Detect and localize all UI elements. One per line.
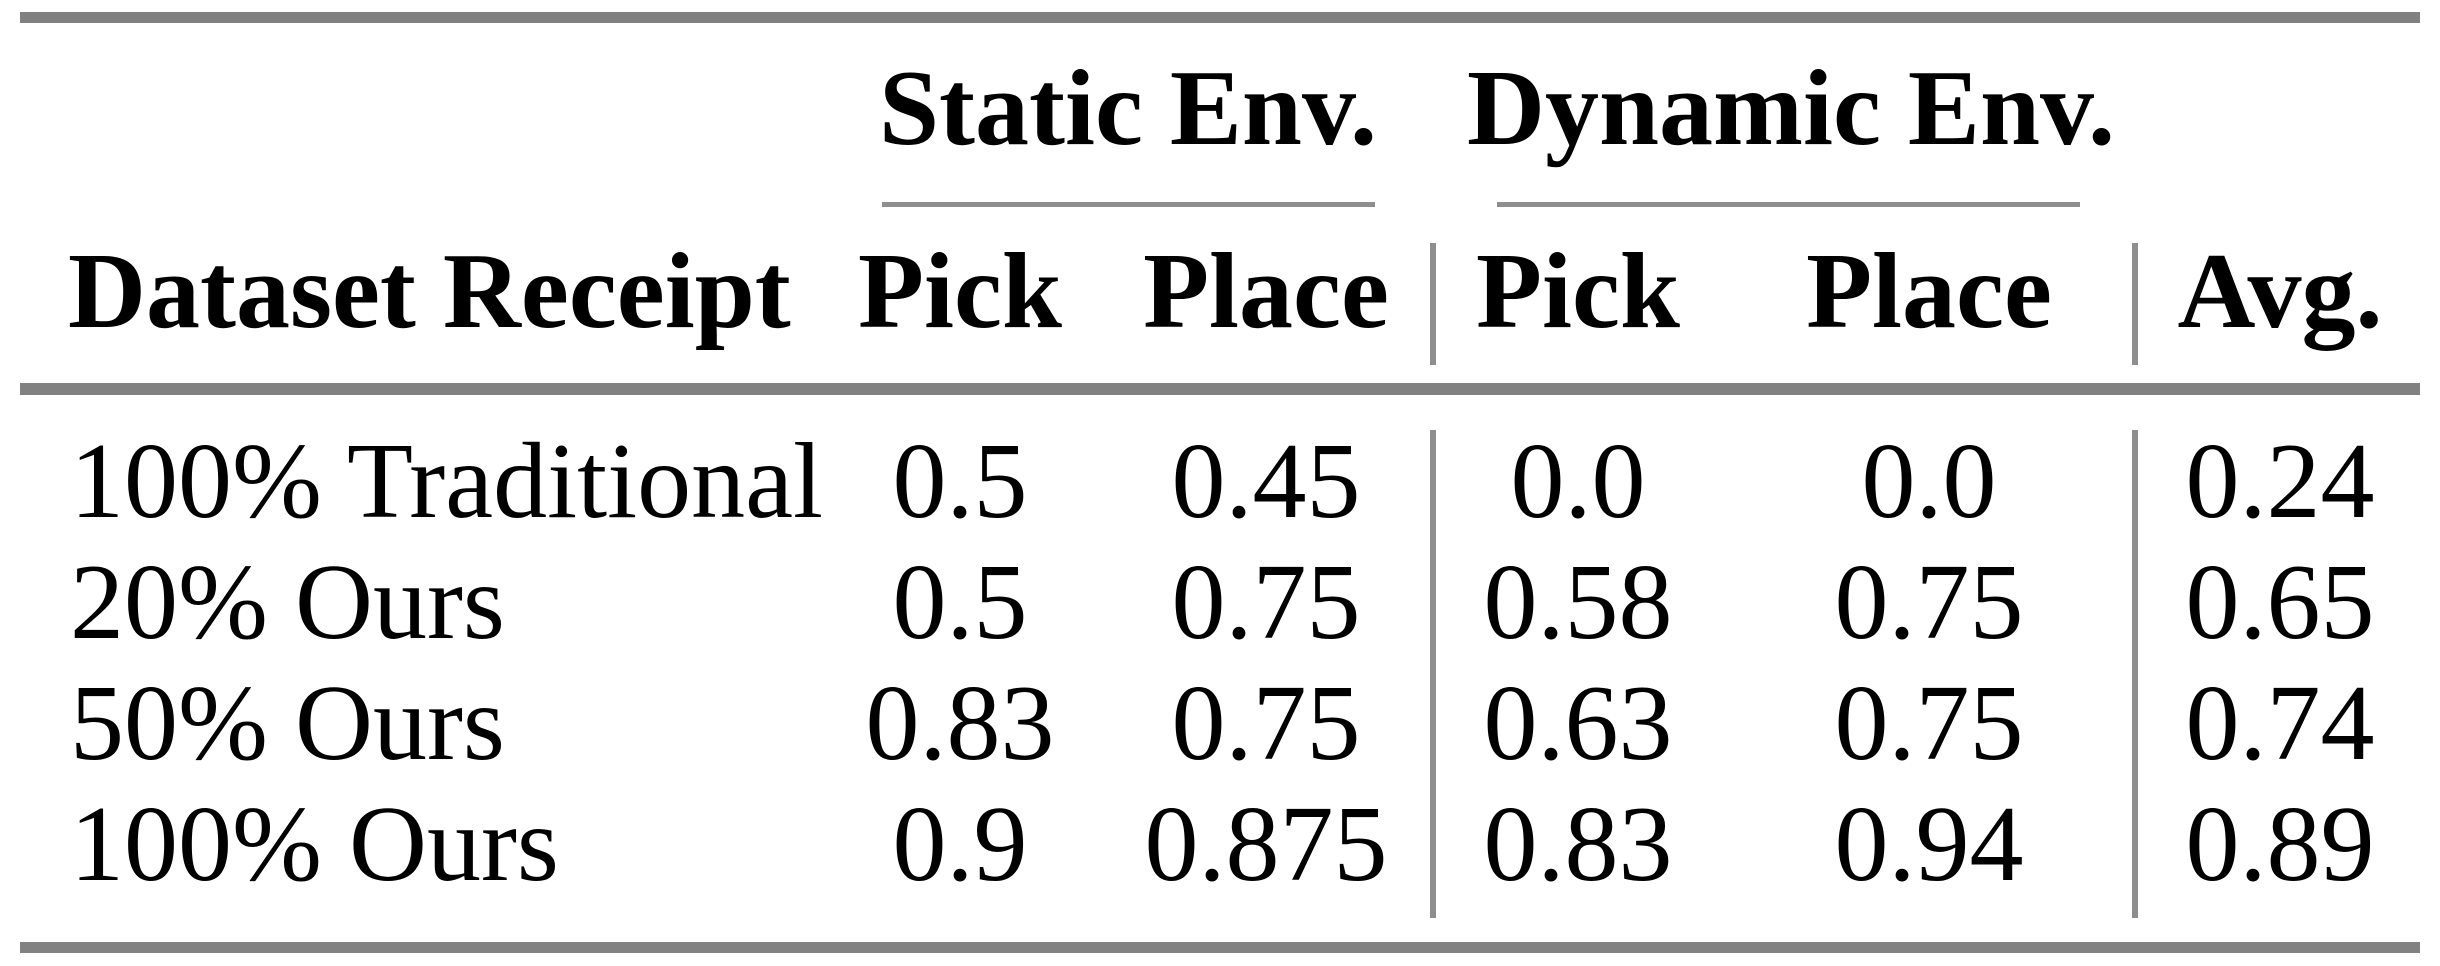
cell-dynamic-pick: 0.58 xyxy=(1483,543,1673,662)
cell-static-pick: 0.9 xyxy=(892,785,1028,904)
cell-dynamic-pick: 0.0 xyxy=(1510,422,1646,541)
table-bottom-rule xyxy=(20,942,2420,953)
cell-static-place: 0.45 xyxy=(1171,422,1361,541)
dynamic-env-cmidrule xyxy=(1497,202,2080,207)
cell-avg: 0.24 xyxy=(2185,422,2375,541)
header-static-place: Place xyxy=(1143,232,1389,351)
cell-dynamic-pick: 0.63 xyxy=(1483,664,1673,783)
header-static-pick: Pick xyxy=(858,232,1062,351)
table-top-rule xyxy=(20,12,2420,23)
column-group-static-env: Static Env. xyxy=(878,49,1378,168)
cell-dynamic-place: 0.0 xyxy=(1861,422,1997,541)
table-mid-rule xyxy=(20,383,2420,395)
header-dataset-receipt: Dataset Receipt xyxy=(68,232,791,351)
cell-avg: 0.74 xyxy=(2185,664,2375,783)
cell-static-pick: 0.83 xyxy=(865,664,1055,783)
cell-dynamic-place: 0.94 xyxy=(1834,785,2024,904)
cell-dynamic-pick: 0.83 xyxy=(1483,785,1673,904)
row-label: 20% Ours xyxy=(70,543,505,662)
vertical-rule-dynamic-avg-body xyxy=(2132,430,2138,918)
cell-avg: 0.89 xyxy=(2185,785,2375,904)
vertical-rule-static-dynamic-body xyxy=(1430,430,1436,918)
row-label: 50% Ours xyxy=(70,664,505,783)
row-label: 100% Traditional xyxy=(70,422,824,541)
cell-static-pick: 0.5 xyxy=(892,422,1028,541)
row-label: 100% Ours xyxy=(70,785,559,904)
cell-dynamic-place: 0.75 xyxy=(1834,543,2024,662)
cell-avg: 0.65 xyxy=(2185,543,2375,662)
vertical-rule-dynamic-avg-header xyxy=(2132,243,2138,365)
cell-static-place: 0.875 xyxy=(1144,785,1388,904)
column-group-dynamic-env: Dynamic Env. xyxy=(1466,49,2116,168)
cell-static-place: 0.75 xyxy=(1171,664,1361,783)
cell-static-pick: 0.5 xyxy=(892,543,1028,662)
cell-static-place: 0.75 xyxy=(1171,543,1361,662)
header-avg: Avg. xyxy=(2177,232,2383,351)
static-env-cmidrule xyxy=(882,202,1375,207)
header-dynamic-pick: Pick xyxy=(1476,232,1680,351)
header-dynamic-place: Place xyxy=(1806,232,2052,351)
cell-dynamic-place: 0.75 xyxy=(1834,664,2024,783)
vertical-rule-static-dynamic-header xyxy=(1430,243,1436,365)
